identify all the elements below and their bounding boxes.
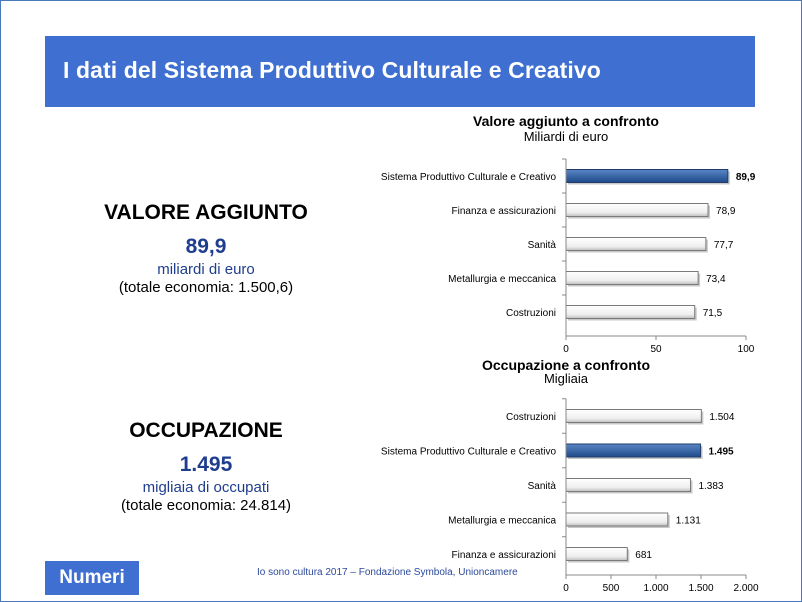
kpi-valore-aggiunto: VALORE AGGIUNTO 89,9 miliardi di euro (t…: [41, 201, 371, 296]
bar: [565, 547, 628, 561]
kpi-unit: miliardi di euro: [157, 261, 255, 278]
category-label: Finanza e assicurazioni: [452, 206, 557, 217]
category-label: Metallurgia e meccanica: [448, 274, 556, 285]
x-tick-label: 1.500: [688, 583, 713, 594]
value-label: 78,9: [716, 206, 736, 217]
title-banner: I dati del Sistema Produttivo Culturale …: [45, 36, 755, 107]
kpi-total: (totale economia: 24.814): [120, 497, 292, 514]
kpi-value: 89,9: [185, 235, 227, 258]
bar: [565, 443, 702, 458]
value-label: 1.504: [709, 412, 734, 423]
kpi-heading: VALORE AGGIUNTO: [104, 201, 308, 224]
chart-title: Valore aggiunto a confronto: [473, 113, 659, 129]
kpi-heading: OCCUPAZIONE: [129, 419, 283, 442]
bar: [565, 478, 691, 492]
category-label: Sanità: [528, 240, 557, 251]
value-label: 71,5: [703, 308, 723, 319]
value-label: 681: [635, 550, 652, 561]
bar: [565, 409, 702, 423]
bar: [565, 271, 699, 285]
category-label: Costruzioni: [506, 308, 556, 319]
chart-subtitle: Miliardi di euro: [524, 129, 609, 144]
bar: [565, 237, 707, 251]
kpi-value: 1.495: [179, 453, 233, 476]
x-tick-label: 500: [603, 583, 620, 594]
x-tick-label: 0: [563, 583, 569, 594]
value-label: 1.131: [676, 516, 701, 527]
kpi-unit: migliaia di occupati: [142, 479, 270, 496]
slide-title: I dati del Sistema Produttivo Culturale …: [63, 57, 601, 83]
value-label: 1.383: [698, 481, 723, 492]
numeri-badge: Numeri: [45, 561, 139, 595]
category-label: Metallurgia e meccanica: [448, 516, 556, 527]
category-label: Sistema Produttivo Culturale e Creativo: [381, 447, 557, 458]
bar: [565, 169, 729, 183]
x-tick-label: 0: [563, 344, 569, 355]
chart-title: Occupazione a confronto: [482, 357, 650, 373]
chart-subtitle: Migliaia: [544, 371, 589, 386]
x-tick-label: 100: [738, 344, 755, 355]
bar: [565, 203, 709, 217]
x-tick-label: 1.000: [643, 583, 668, 594]
source-note: Io sono cultura 2017 – Fondazione Symbol…: [257, 567, 518, 578]
category-label: Finanza e assicurazioni: [452, 550, 557, 561]
bar: [565, 512, 669, 527]
value-label: 1.495: [709, 447, 734, 458]
category-label: Costruzioni: [506, 412, 556, 423]
x-tick-label: 2.000: [733, 583, 758, 594]
bar: [565, 305, 696, 319]
category-label: Sistema Produttivo Culturale e Creativo: [381, 172, 557, 183]
value-label: 77,7: [714, 240, 734, 251]
x-tick-label: 50: [650, 344, 662, 355]
kpi-occupazione: OCCUPAZIONE 1.495 migliaia di occupati (…: [41, 419, 371, 514]
kpi-total: (totale economia: 1.500,6): [118, 279, 294, 296]
value-label: 89,9: [736, 172, 756, 183]
category-label: Sanità: [528, 481, 557, 492]
value-label: 73,4: [706, 274, 726, 285]
